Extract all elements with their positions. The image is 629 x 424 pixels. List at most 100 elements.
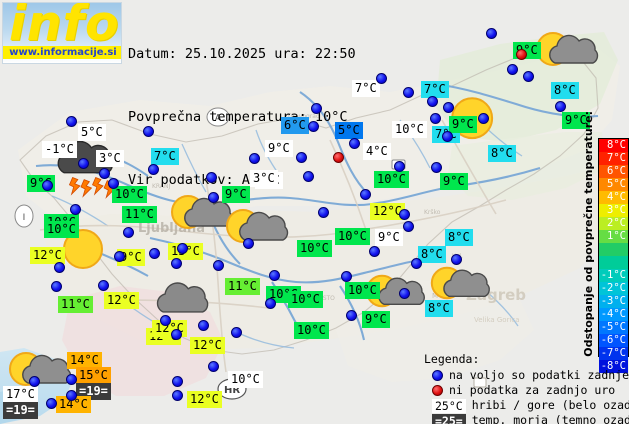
- station-dot-current[interactable]: [478, 113, 489, 124]
- station-dot-current[interactable]: [369, 246, 380, 257]
- station-dot-current[interactable]: [98, 280, 109, 291]
- station-dot-current[interactable]: [206, 172, 217, 183]
- station-dot-current[interactable]: [249, 153, 260, 164]
- station-dot-current[interactable]: [308, 121, 319, 132]
- station-dot-current[interactable]: [148, 164, 159, 175]
- station-dot-current[interactable]: [208, 192, 219, 203]
- station-dot-current[interactable]: [198, 320, 209, 331]
- station-dot-current[interactable]: [303, 171, 314, 182]
- station-dot-current[interactable]: [99, 168, 110, 179]
- station-dot-current[interactable]: [171, 258, 182, 269]
- station-dot-current[interactable]: [346, 310, 357, 321]
- scale-row: -2°C: [599, 282, 628, 295]
- station-dot-current[interactable]: [171, 329, 182, 340]
- station-dot-current[interactable]: [411, 258, 422, 269]
- scale-row: -8°C: [599, 360, 628, 373]
- scale-row: -1°C: [599, 269, 628, 282]
- station-dot-current[interactable]: [70, 204, 81, 215]
- scale-caption: Odstopanje od povprečne temperature:: [580, 111, 596, 357]
- station-dot-current[interactable]: [403, 87, 414, 98]
- station-dot-current[interactable]: [243, 238, 254, 249]
- station-dot-current[interactable]: [42, 180, 53, 191]
- station-dot-current[interactable]: [66, 390, 77, 401]
- sun-cloud-icon: [533, 29, 599, 73]
- station-dot-stale[interactable]: [333, 152, 344, 163]
- station-temperature-label: 9°C: [265, 140, 293, 157]
- station-dot-current[interactable]: [66, 374, 77, 385]
- station-dot-current[interactable]: [523, 71, 534, 82]
- scale-caption-text: Odstopanje od povprečne temperature:: [581, 111, 595, 357]
- station-dot-current[interactable]: [51, 281, 62, 292]
- station-dot-current[interactable]: [341, 271, 352, 282]
- station-dot-current[interactable]: [172, 390, 183, 401]
- station-temperature-label: 8°C: [551, 82, 579, 99]
- station-dot-current[interactable]: [431, 162, 442, 173]
- station-dot-current[interactable]: [66, 116, 77, 127]
- cloud-icon: [156, 282, 211, 317]
- station-dot-current[interactable]: [78, 158, 89, 169]
- station-dot-current[interactable]: [114, 251, 125, 262]
- svg-text:Dravograd: Dravograd: [288, 113, 320, 120]
- station-dot-current[interactable]: [123, 227, 134, 238]
- station-dot-current[interactable]: [376, 73, 387, 84]
- station-dot-current[interactable]: [399, 288, 410, 299]
- station-temperature-label: 14°C: [56, 396, 91, 413]
- station-dot-current[interactable]: [311, 103, 322, 114]
- station-temperature-label: 6°C: [281, 117, 309, 134]
- station-dot-current[interactable]: [394, 161, 405, 172]
- station-dot-current[interactable]: [555, 101, 566, 112]
- station-dot-current[interactable]: [172, 376, 183, 387]
- scale-row: 8°C: [599, 139, 628, 152]
- station-dot-current[interactable]: [451, 254, 462, 265]
- header-date-time: Datum: 25.10.2025 ura: 22:50: [128, 46, 356, 62]
- station-dot-current[interactable]: [403, 221, 414, 232]
- site-logo[interactable]: info www.informacije.si: [2, 2, 122, 64]
- sun-cloud-icon: [168, 192, 234, 236]
- scale-row: -4°C: [599, 308, 628, 321]
- station-dot-current[interactable]: [213, 260, 224, 271]
- station-dot-current[interactable]: [318, 207, 329, 218]
- station-dot-current[interactable]: [360, 189, 371, 200]
- station-ok-icon: [432, 370, 443, 381]
- station-dot-current[interactable]: [430, 113, 441, 124]
- station-temperature-label: 10°C: [228, 371, 263, 388]
- station-dot-current[interactable]: [29, 376, 40, 387]
- station-dot-current[interactable]: [349, 138, 360, 149]
- station-dot-current[interactable]: [108, 178, 119, 189]
- station-dot-current[interactable]: [160, 315, 171, 326]
- station-temperature-label: 10°C: [288, 291, 323, 308]
- station-dot-current[interactable]: [54, 262, 65, 273]
- station-temperature-label: 12°C: [104, 292, 139, 309]
- svg-text:Velika Gorica: Velika Gorica: [474, 316, 520, 324]
- station-temperature-label: 12°C: [370, 203, 405, 220]
- legend-row-label: ni podatka za zadnjo uro: [449, 383, 616, 397]
- legend-rows: na voljo so podatki zadnje ureni podatka…: [424, 368, 629, 424]
- station-dot-current[interactable]: [143, 126, 154, 137]
- station-temperature-label: 10°C: [297, 240, 332, 257]
- station-temperature-label: 9°C: [562, 112, 590, 129]
- station-temperature-label: 15°C: [76, 367, 111, 384]
- station-temperature-label: 12°C: [190, 337, 225, 354]
- station-dot-current[interactable]: [46, 398, 57, 409]
- station-dot-current[interactable]: [399, 209, 410, 220]
- station-dot-current[interactable]: [507, 64, 518, 75]
- station-dot-current[interactable]: [443, 102, 454, 113]
- station-dot-current[interactable]: [427, 96, 438, 107]
- station-temperature-label: 10°C: [112, 186, 147, 203]
- station-dot-current[interactable]: [149, 248, 160, 259]
- sun-cloud-icon: [223, 206, 289, 250]
- station-dot-stale[interactable]: [516, 49, 527, 60]
- station-dot-current[interactable]: [177, 243, 188, 254]
- station-dot-current[interactable]: [442, 131, 453, 142]
- station-temperature-label: 11°C: [225, 278, 260, 295]
- station-dot-current[interactable]: [269, 270, 280, 281]
- station-dot-current[interactable]: [208, 361, 219, 372]
- station-dot-current[interactable]: [231, 327, 242, 338]
- station-dot-current[interactable]: [265, 298, 276, 309]
- legend-title: Legenda:: [424, 352, 480, 366]
- station-temperature-label: 12°C: [187, 391, 222, 408]
- station-dot-current[interactable]: [486, 28, 497, 39]
- station-temperature-label: 9°C: [362, 311, 390, 328]
- scale-row: -7°C: [599, 347, 628, 360]
- station-dot-current[interactable]: [296, 152, 307, 163]
